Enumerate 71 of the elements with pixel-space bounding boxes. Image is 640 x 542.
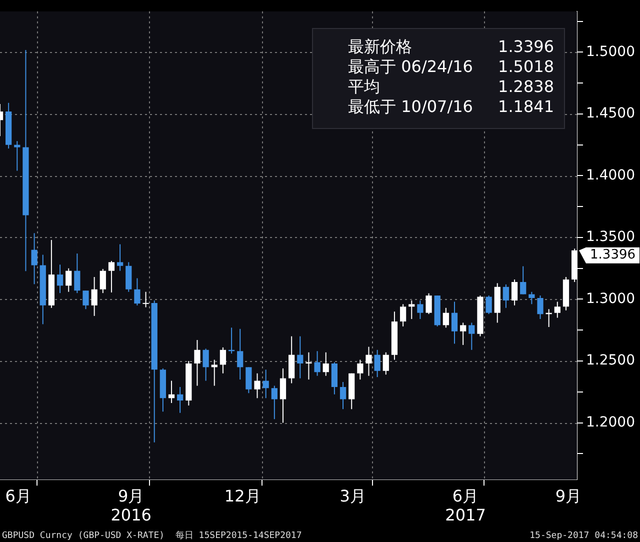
- candlestick: [382, 352, 389, 376]
- text: 15-Sep-2017 04:54:08: [530, 530, 638, 541]
- text: 最低于 10/07/16 1.1841: [348, 97, 554, 116]
- candlestick: [91, 276, 98, 316]
- candlestick: [108, 260, 115, 293]
- candlestick: [366, 346, 372, 376]
- candlestick: [511, 278, 518, 306]
- text: 最新价格 1.3396: [348, 37, 554, 56]
- candlestick: [74, 253, 80, 294]
- y-tick-label: 1.2000: [586, 414, 636, 430]
- candlestick: [426, 292, 432, 315]
- y-tick-label: 1.2500: [586, 352, 636, 369]
- candlestick: [31, 232, 38, 285]
- annotation: 1.3396: [590, 248, 636, 263]
- candlestick: [528, 291, 535, 305]
- candlestick: [314, 350, 320, 376]
- candlestick: [297, 336, 304, 379]
- candlestick: [460, 322, 466, 346]
- candlestick: [14, 140, 20, 172]
- x-tick-label: 12月: [224, 486, 261, 506]
- y-tick-label: 1.5000: [586, 44, 636, 60]
- candlestick: [116, 244, 124, 272]
- x-tick-label: 9月 2016: [110, 486, 152, 525]
- candlestick: [168, 380, 175, 404]
- candlestick: [142, 291, 149, 308]
- y-tick-label: 1.4500: [586, 106, 636, 122]
- x-tick-label: 6月: [5, 486, 32, 506]
- text: 最高于 06/24/16 1.5018: [348, 57, 554, 76]
- candlestick: [502, 284, 510, 308]
- candlestick: [280, 368, 286, 424]
- candlestick: [400, 304, 406, 327]
- candlestick: [554, 301, 560, 318]
- y-tick-label: 1.3500: [586, 229, 636, 246]
- y-tick-label: 1.3000: [586, 290, 636, 307]
- candlestick: [237, 328, 244, 380]
- candlestick: [417, 300, 424, 320]
- x-tick-label: 6月 2017: [445, 486, 486, 525]
- candlestick: [442, 307, 449, 328]
- candlestick: [357, 359, 364, 380]
- candlestick: [202, 348, 209, 382]
- candlestick: [520, 266, 526, 295]
- text: GBPUSD Curncy (GBP-USD X-RATE) 每日 15SEP2015-14SEP2017: [2, 530, 302, 541]
- candlestick: [194, 340, 200, 386]
- x-tick-label: 3月: [340, 486, 366, 506]
- candlestick: [100, 268, 106, 294]
- candlestick: [211, 359, 218, 386]
- y-tick-label: 1.4000: [586, 167, 636, 184]
- x-tick-label: 9月: [555, 486, 582, 506]
- candlestick: [288, 336, 295, 384]
- candlestick: [451, 301, 458, 344]
- candlestick: [254, 372, 260, 399]
- candlestick: [246, 366, 252, 394]
- candlestick: [306, 352, 312, 380]
- candlestick: [134, 278, 140, 306]
- candlestick: [177, 386, 184, 414]
- candlestick: [331, 362, 338, 395]
- candlestick: [56, 264, 64, 294]
- candlestick: [271, 385, 278, 420]
- candlestick: [374, 349, 380, 378]
- candlestick: [220, 346, 226, 374]
- candlestick: [537, 295, 544, 320]
- candlestick: [322, 352, 329, 376]
- candlestick: [468, 322, 475, 350]
- candlestick: [486, 295, 492, 315]
- candlestick: [340, 382, 346, 410]
- candlestick: [82, 290, 89, 310]
- candlestick: [66, 268, 72, 292]
- candlestick: [126, 262, 132, 292]
- candlestick: [262, 369, 269, 399]
- candlestick: [408, 300, 415, 320]
- text: 平均 1.2838: [348, 77, 554, 96]
